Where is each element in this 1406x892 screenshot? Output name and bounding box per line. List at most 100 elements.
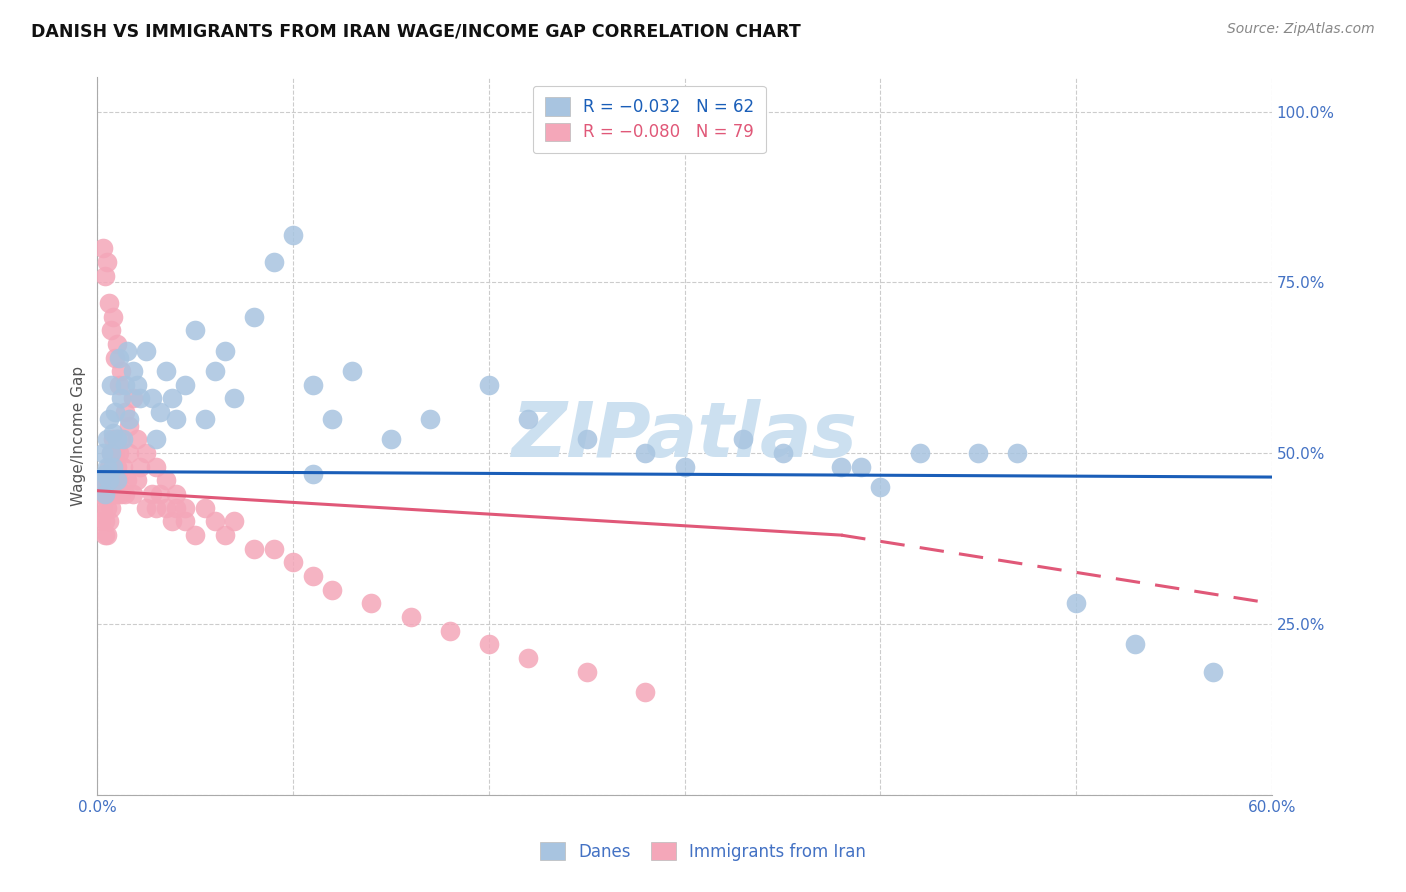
Point [155,364,177,378]
Point [129,392,152,406]
Point [380,433,402,447]
Point [91,474,114,488]
Text: DANISH VS IMMIGRANTS FROM IRAN WAGE/INCOME GAP CORRELATION CHART: DANISH VS IMMIGRANTS FROM IRAN WAGE/INCO… [31,22,800,40]
Point [340,364,363,378]
Point [98,515,121,529]
Point [98,474,121,488]
Point [160,515,183,529]
Point [174,377,197,392]
Point [174,500,197,515]
Point [772,446,794,460]
Point [125,474,148,488]
Legend: Danes, Immigrants from Iran: Danes, Immigrants from Iran [533,836,873,868]
Point [98,412,121,426]
Point [108,377,131,392]
Point [301,377,323,392]
Point [194,412,217,426]
Point [118,412,141,426]
Point [517,412,540,426]
Point [281,227,304,242]
Point [849,459,872,474]
Point [101,487,124,501]
Point [105,459,128,474]
Point [101,425,124,440]
Point [281,556,304,570]
Point [160,392,183,406]
Point [967,446,990,460]
Point [114,405,136,419]
Point [90,515,112,529]
Point [101,310,124,324]
Point [94,515,117,529]
Point [100,474,122,488]
Point [214,528,236,542]
Point [145,500,167,515]
Point [98,296,121,310]
Legend: R = −0.032   N = 62, R = −0.080   N = 79: R = −0.032 N = 62, R = −0.080 N = 79 [533,86,766,153]
Point [673,459,696,474]
Point [115,343,138,358]
Point [830,459,852,474]
Point [419,412,441,426]
Point [114,487,136,501]
Point [145,433,167,447]
Point [165,487,187,501]
Point [141,487,163,501]
Point [90,487,112,501]
Point [104,446,127,460]
Point [165,412,187,426]
Point [399,610,422,624]
Point [104,474,127,488]
Point [155,474,177,488]
Point [321,582,343,597]
Point [204,515,226,529]
Point [110,487,132,501]
Point [165,500,187,515]
Point [105,487,128,501]
Point [634,446,657,460]
Point [135,446,157,460]
Point [1123,637,1146,651]
Point [111,459,134,474]
Point [96,500,118,515]
Point [96,474,118,488]
Point [517,651,540,665]
Y-axis label: Wage/Income Gap: Wage/Income Gap [72,366,86,506]
Point [96,459,118,474]
Point [94,268,117,283]
Point [243,541,266,556]
Point [100,446,122,460]
Point [263,255,285,269]
Point [321,412,343,426]
Point [110,364,132,378]
Point [575,433,598,447]
Point [243,310,266,324]
Point [1064,596,1087,610]
Point [94,487,117,501]
Point [121,364,143,378]
Point [118,418,141,433]
Point [224,392,246,406]
Point [155,500,177,515]
Point [110,392,132,406]
Point [98,459,121,474]
Point [96,433,118,447]
Point [194,500,217,515]
Point [129,459,152,474]
Point [101,459,124,474]
Point [184,528,207,542]
Point [121,392,143,406]
Point [100,500,122,515]
Point [94,487,117,501]
Point [184,323,207,337]
Point [634,685,657,699]
Point [101,459,124,474]
Point [204,364,226,378]
Point [91,500,114,515]
Point [733,433,755,447]
Point [439,624,461,638]
Point [91,446,114,460]
Point [125,433,148,447]
Point [104,405,127,419]
Text: Source: ZipAtlas.com: Source: ZipAtlas.com [1227,22,1375,37]
